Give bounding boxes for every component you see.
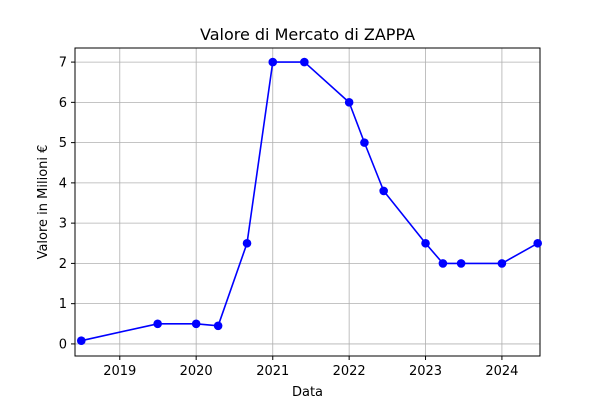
data-point [242, 238, 252, 248]
data-point [344, 98, 354, 107]
y-tick-label: 6 [59, 96, 67, 111]
data-point [438, 259, 448, 268]
x-tick-label: 2019 [103, 364, 136, 379]
data-point [153, 319, 162, 329]
data-point [268, 57, 278, 67]
x-axis-label: Data [292, 385, 323, 400]
data-point [191, 319, 201, 329]
y-tick-label: 1 [59, 297, 67, 312]
data-point [300, 57, 309, 67]
x-tick-label: 2024 [485, 364, 518, 379]
x-tick-label: 2022 [333, 364, 366, 379]
x-axis-ticks: 2019 2020 2021 2022 2023 2024 [103, 356, 518, 379]
x-tick-label: 2023 [409, 364, 442, 379]
y-axis-label: Valore in Milioni € [36, 145, 51, 260]
data-point [379, 186, 388, 196]
data-point [456, 259, 466, 268]
data-point [421, 238, 430, 248]
x-tick-label: 2021 [256, 364, 289, 379]
plot-frame [74, 47, 541, 357]
x-tick-label: 2020 [180, 364, 213, 379]
y-tick-label: 3 [59, 217, 67, 232]
y-tick-label: 7 [59, 56, 67, 71]
y-tick-label: 5 [59, 136, 67, 151]
y-axis-ticks: 0 1 2 3 4 5 6 7 [59, 56, 75, 352]
y-tick-label: 4 [59, 176, 67, 191]
series-layer [76, 57, 542, 346]
chart-title: Valore di Mercato di ZAPPA [200, 25, 415, 44]
data-point [497, 259, 507, 268]
data-point [76, 336, 86, 346]
data-point [213, 321, 223, 331]
y-tick-label: 2 [59, 257, 67, 272]
y-tick-label: 0 [59, 337, 67, 352]
data-point [533, 238, 542, 248]
data-point [360, 138, 369, 147]
